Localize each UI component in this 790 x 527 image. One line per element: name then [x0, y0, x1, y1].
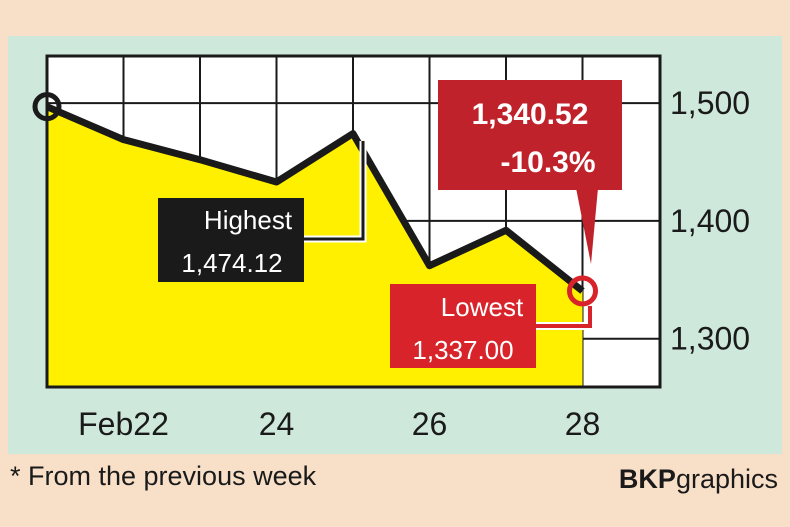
y-tick-label: 1,300	[670, 321, 750, 357]
x-tick-label: Feb22	[78, 406, 169, 442]
lowest-connector-inner	[536, 306, 592, 328]
highest-value: 1,474.12	[181, 248, 282, 278]
chart-panel: Feb22 24 26 28 1,500 1,400 1,300 Highest 1,474…	[8, 36, 782, 454]
line-area-chart: Feb22 24 26 28 1,500 1,400 1,300 Highest 1,474…	[32, 54, 750, 442]
last-value: 1,340.52	[472, 98, 589, 131]
brand-logo: BKPgraphics	[619, 464, 778, 495]
x-tick-label: 26	[412, 406, 448, 442]
brand-normal: graphics	[675, 464, 778, 494]
lowest-box	[390, 284, 536, 368]
highest-box	[158, 198, 304, 282]
last-change: -10.3%	[500, 146, 595, 179]
brand-bold: BKP	[618, 464, 676, 494]
last-value-pointer	[576, 188, 598, 264]
x-tick-label: 28	[565, 406, 601, 442]
last-value-box	[438, 80, 622, 190]
lowest-label: Lowest	[441, 292, 524, 322]
series-line	[45, 103, 585, 294]
tick-labels: Feb22 24 26 28 1,500 1,400 1,300	[78, 85, 750, 442]
highest-connector-inner	[304, 141, 365, 241]
footnote: * From the previous week	[10, 461, 317, 491]
plot-border	[45, 54, 662, 389]
lowest-value: 1,337.00	[412, 335, 513, 365]
y-tick-label: 1,500	[670, 85, 750, 121]
y-tick-label: 1,400	[670, 203, 750, 239]
x-tick-label: 24	[259, 406, 295, 442]
highest-marker	[32, 92, 62, 122]
lowest-marker	[567, 275, 598, 307]
highest-label: Highest	[204, 205, 293, 235]
